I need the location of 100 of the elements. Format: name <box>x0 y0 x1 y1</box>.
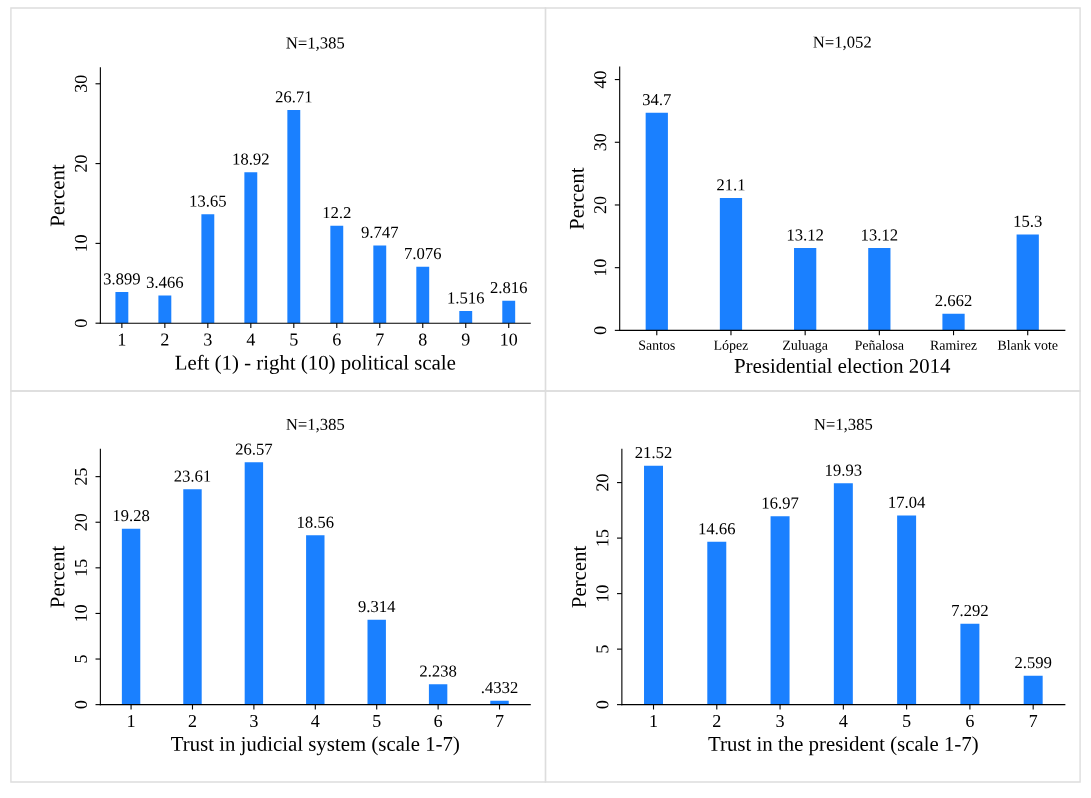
x-tick-label: 1 <box>128 714 135 727</box>
x-axis-title: Trust in the president (scale 1-7) <box>708 736 978 756</box>
data-label: 3.466 <box>146 276 184 289</box>
chart-title: N=1,385 <box>286 37 345 51</box>
x-tick-label: Ramirez <box>930 340 977 350</box>
y-tick-label: 30 <box>74 75 87 92</box>
bar <box>244 462 264 705</box>
y-tick-label: 20 <box>594 196 607 214</box>
bar <box>428 684 448 705</box>
y-tick-label: 10 <box>596 585 609 602</box>
bar <box>201 214 215 324</box>
bar <box>330 225 344 324</box>
data-label: 13.65 <box>190 195 226 207</box>
data-label: 15.3 <box>1014 215 1042 227</box>
x-tick-label: Peñalosa <box>855 340 904 350</box>
data-label: 21.52 <box>635 446 672 459</box>
bar <box>942 313 965 331</box>
x-tick-label: 3 <box>250 714 258 728</box>
data-label: 13.12 <box>787 229 823 241</box>
x-tick-label: 5 <box>290 333 298 346</box>
y-tick-label: 10 <box>74 235 87 251</box>
x-tick-label: Blank vote <box>997 340 1058 350</box>
y-tick-label: 5 <box>596 645 609 653</box>
x-tick-label: 2 <box>188 714 196 727</box>
data-label: 7.076 <box>405 247 442 260</box>
y-tick-label: 0 <box>74 700 87 709</box>
y-tick-label: 0 <box>594 326 607 335</box>
bar <box>960 623 980 705</box>
bar <box>794 248 817 331</box>
data-label: 14.66 <box>699 523 736 535</box>
x-tick-label: 5 <box>903 715 911 728</box>
y-tick-label: 5 <box>74 655 87 663</box>
bar <box>1016 234 1039 331</box>
bar <box>306 535 325 705</box>
data-label: 2.238 <box>420 665 457 677</box>
y-tick-label: 20 <box>74 513 87 531</box>
y-tick-label: 25 <box>74 468 87 485</box>
x-tick-label: 9 <box>461 333 470 346</box>
data-label: 18.92 <box>233 153 269 165</box>
data-label: 1.516 <box>448 292 484 304</box>
x-tick-label: 6 <box>333 333 341 346</box>
data-label: 7.292 <box>952 604 988 617</box>
data-label: 2.816 <box>490 281 527 294</box>
x-tick-label: 4 <box>246 333 256 346</box>
x-tick-label: 8 <box>418 333 427 346</box>
bar <box>502 300 516 324</box>
bar <box>833 483 853 705</box>
bar <box>868 248 891 331</box>
data-label: 2.599 <box>1015 657 1052 669</box>
data-label: 9.747 <box>361 226 399 238</box>
x-axis-title: Trust in judicial system (scale 1-7) <box>171 736 459 756</box>
x-axis-title: Left (1) - right (10) political scale <box>175 354 456 375</box>
bar <box>770 516 790 705</box>
chart-title: N=1,052 <box>813 36 871 51</box>
y-tick-label: 20 <box>74 155 87 172</box>
bar <box>459 311 473 324</box>
bar <box>373 245 387 324</box>
data-label: 12.2 <box>323 207 351 219</box>
y-tick-label: 30 <box>594 133 607 151</box>
bar <box>287 110 301 324</box>
x-tick-label: 1 <box>118 333 126 346</box>
x-tick-label: 7 <box>496 715 504 727</box>
y-tick-label: 10 <box>74 605 87 621</box>
bar <box>115 292 129 324</box>
x-tick-label: 4 <box>311 715 320 727</box>
data-label: 9.314 <box>358 600 396 613</box>
bar <box>416 266 430 324</box>
bar <box>707 541 727 705</box>
data-label: 17.04 <box>889 496 926 508</box>
x-tick-label: 2 <box>713 714 721 727</box>
chart-title: N=1,385 <box>286 418 345 433</box>
data-label: 16.97 <box>762 497 799 509</box>
x-tick-label: 6 <box>966 714 974 728</box>
data-label: 21.1 <box>717 179 745 191</box>
y-tick-label: 40 <box>594 71 607 89</box>
y-tick-label: 15 <box>74 559 87 576</box>
x-tick-label: Santos <box>639 340 675 350</box>
x-tick-label: 7 <box>1029 715 1038 727</box>
bar <box>244 172 258 324</box>
y-tick-label: 0 <box>74 319 87 328</box>
x-tick-label: 7 <box>376 333 384 346</box>
y-axis-title: Percent <box>569 167 584 230</box>
y-tick-label: 0 <box>596 700 609 709</box>
y-tick-label: 20 <box>596 474 609 491</box>
y-tick-label: 15 <box>596 529 609 546</box>
bar <box>719 198 743 331</box>
bar <box>645 112 668 331</box>
y-axis-title: Percent <box>50 164 65 227</box>
x-tick-label: 6 <box>434 714 443 728</box>
x-tick-label: 3 <box>204 333 212 346</box>
x-tick-label: 3 <box>776 714 784 728</box>
y-axis-title: Percent <box>50 545 65 608</box>
bar <box>897 515 917 705</box>
y-axis-title: Percent <box>572 545 586 608</box>
data-label: 23.61 <box>174 470 211 482</box>
data-label: 26.71 <box>275 91 312 103</box>
data-label: .4332 <box>481 681 518 694</box>
data-label: 2.662 <box>935 294 972 307</box>
data-label: 34.7 <box>643 94 671 106</box>
x-tick-label: Zuluaga <box>783 340 828 353</box>
